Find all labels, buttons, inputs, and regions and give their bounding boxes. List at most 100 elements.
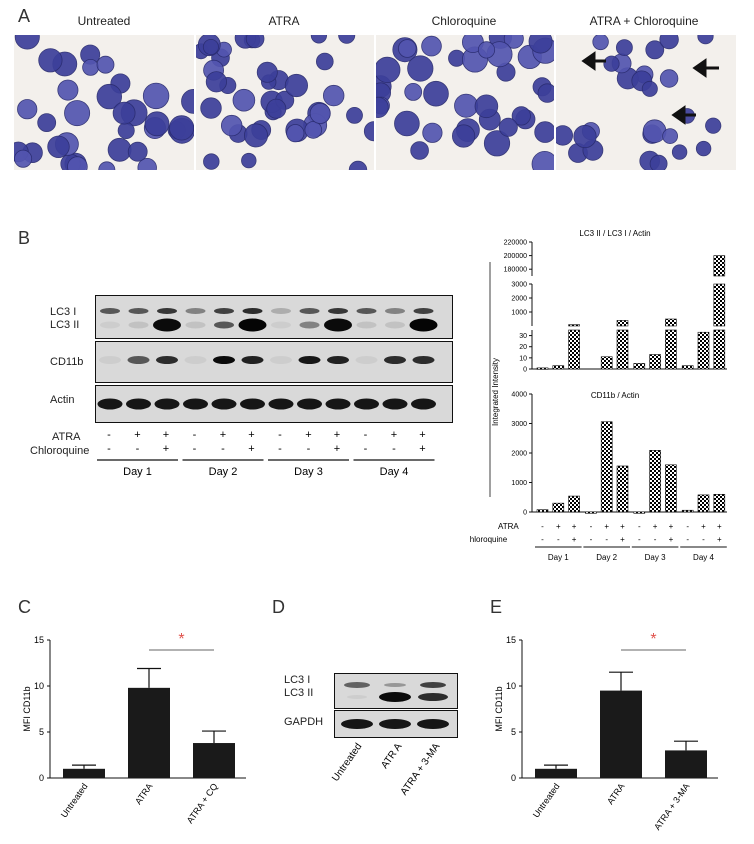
chart-b-atra-sign: -: [686, 522, 689, 531]
bar: [665, 750, 707, 778]
chloroquine-sign: -: [364, 443, 368, 455]
chart-b-atra-sign: +: [653, 522, 658, 531]
y-tick-label: 15: [34, 635, 44, 645]
chart-b-bottom-bar: [697, 494, 710, 513]
chart-b-cq-sign: -: [686, 535, 689, 544]
chart-b-atra-sign: +: [604, 522, 609, 531]
atra-sign: +: [334, 429, 340, 441]
chloroquine-sign: +: [334, 443, 340, 455]
bar: [600, 690, 642, 778]
treatment-label-chloroquine: Chloroquine: [30, 445, 90, 457]
chart-b-top-bar-upper: [568, 324, 580, 327]
chart-b-day-label: Day 1: [548, 553, 569, 562]
chart-b-cq-sign: -: [638, 535, 641, 544]
y-tick-label: 200000: [504, 253, 527, 260]
chart-b-bottom-bar: [713, 493, 726, 513]
y-tick-label: 30: [519, 333, 527, 340]
chart-b-day-label: Day 3: [645, 553, 666, 562]
chart-b-bottom-bar: [665, 464, 677, 513]
chloroquine-sign: -: [136, 443, 140, 455]
micrograph-chloroquine: [376, 35, 554, 170]
chart-b-bottom-bar: [616, 465, 629, 513]
atra-sign: +: [391, 429, 397, 441]
chart-b-atra-sign: +: [669, 522, 674, 531]
bar: [535, 768, 577, 778]
chart-b-cq-sign: -: [702, 535, 705, 544]
category-label: ATRA + 3-MA: [652, 781, 692, 831]
chart-b-top-bar-upper: [665, 318, 677, 327]
atra-sign: +: [248, 429, 254, 441]
y-axis-label: MFI CD11b: [22, 686, 32, 731]
chart-b-top-bar: [649, 354, 661, 370]
chloroquine-sign: +: [248, 443, 254, 455]
blot-label-lc3-i: LC3 I: [50, 306, 77, 318]
atra-sign: +: [419, 429, 425, 441]
bar: [63, 768, 105, 778]
chart-b-top-bar: [536, 367, 549, 370]
blot-d-lane-labels: Untreated ATR A ATRA + 3-MA: [330, 741, 442, 797]
chart-b-cq-sign: -: [654, 535, 657, 544]
category-label: Untreated: [59, 781, 90, 819]
y-tick-label: 180000: [504, 267, 527, 274]
chloroquine-sign: -: [193, 443, 197, 455]
day-label: Day 1: [123, 466, 152, 478]
micrograph-label-chloroquine: Chloroquine: [431, 14, 497, 28]
chart-b-top-bar: [568, 329, 580, 370]
chart-b-day-label: Day 4: [693, 553, 714, 562]
y-tick-label: 0: [523, 510, 527, 517]
chart-b-cq-label: Chloroquine: [470, 535, 508, 544]
chloroquine-sign: +: [419, 443, 425, 455]
atra-sign: +: [134, 429, 140, 441]
y-tick-label: 3000: [511, 421, 527, 428]
chart-b-top-bar: [713, 329, 726, 370]
micrograph-label-atra: ATRA: [268, 14, 300, 28]
atra-sign: +: [220, 429, 226, 441]
panel-e-chart: 0 5 10 15 MFI CD11b Untreated ATRA ATRA + 3-MA *: [494, 631, 718, 832]
y-tick-label: 10: [34, 681, 44, 691]
chart-b-cq-sign: +: [620, 535, 625, 544]
panel-c-letter: C: [18, 597, 31, 617]
blot-actin: [95, 385, 453, 423]
chloroquine-sign: -: [307, 443, 311, 455]
panel-d-letter: D: [272, 597, 285, 617]
panel-b-letter: B: [18, 228, 31, 248]
chart-b-bottom-bar: [585, 511, 597, 514]
chart-b-top-bar: [616, 329, 629, 370]
day-label: Day 3: [294, 466, 323, 478]
panel-c-chart: 0 5 10 15 MFI CD11b Untreated ATRA ATRA + CQ *: [22, 631, 246, 825]
arrow-icons: [581, 51, 719, 125]
chart-b-atra-sign: +: [572, 522, 577, 531]
significance-star: *: [650, 631, 656, 648]
chart-b-atra-sign: -: [541, 522, 544, 531]
y-tick-label: 10: [506, 681, 516, 691]
significance-star: *: [178, 631, 184, 648]
category-label: ATRA + CQ: [185, 781, 220, 825]
atra-sign: -: [364, 429, 368, 441]
chart-b-cq-sign: +: [572, 535, 577, 544]
y-tick-label: 1000: [511, 480, 527, 487]
chloroquine-sign: +: [163, 443, 169, 455]
chart-b-bottom-bar: [568, 495, 580, 513]
chloroquine-sign: -: [392, 443, 396, 455]
panel-a-letter: A: [18, 6, 31, 26]
blot-treatment-signs: - + + - + + - + + - + + - - + - - + - - + - - + Day 1 Day 2 Day 3 D…: [97, 429, 435, 478]
y-tick-label: 0: [511, 773, 516, 783]
y-tick-label: 15: [506, 635, 516, 645]
y-tick-label: 1000: [511, 310, 527, 317]
panel-b-quant-charts: LC3 II / LC3 I / Actin 0 10 20 30 1000 2000 300…: [470, 229, 727, 562]
panel-e-letter: E: [490, 597, 503, 617]
category-label: ATRA: [133, 781, 155, 806]
chart-b-top-bar-top: [713, 255, 726, 277]
chloroquine-sign: -: [278, 443, 282, 455]
atra-sign: -: [193, 429, 197, 441]
blot-d-gapdh: [334, 710, 458, 738]
micrograph-atra: [196, 35, 374, 170]
chart-b-bottom-bar: [649, 450, 661, 513]
atra-sign: +: [163, 429, 169, 441]
bar: [193, 743, 235, 778]
chart-b-bottom-bar: [633, 511, 646, 514]
blot-d-label-lc3-ii: LC3 II: [284, 687, 314, 699]
y-tick-label: 5: [39, 727, 44, 737]
chart-b-top-bar: [665, 329, 677, 370]
cell-group: [556, 35, 722, 170]
